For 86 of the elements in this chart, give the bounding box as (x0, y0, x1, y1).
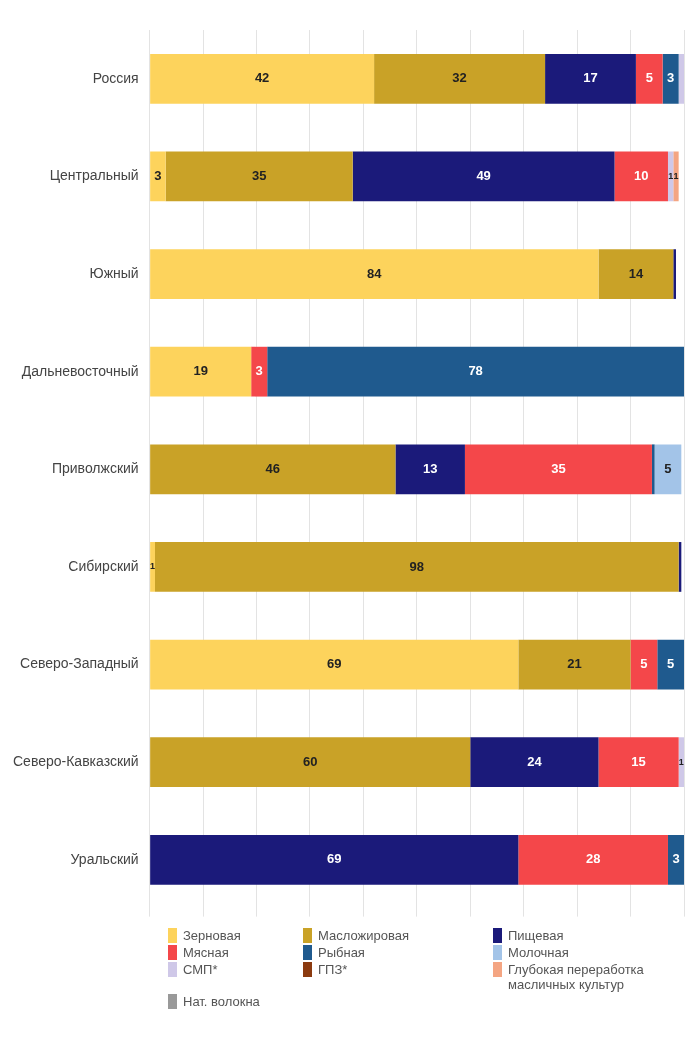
data-label: 5 (667, 656, 675, 672)
data-label: 21 (567, 656, 582, 672)
data-label: 3 (672, 851, 680, 867)
bar (155, 542, 679, 592)
data-label: 13 (422, 460, 438, 476)
data-label: 3 (667, 70, 675, 86)
data-label: 1 (678, 756, 684, 767)
data-label: 60 (302, 753, 318, 769)
data-label: 5 (664, 460, 672, 476)
bar (630, 639, 658, 690)
bar (267, 346, 684, 397)
data-label: 69 (327, 656, 342, 672)
bar (150, 53, 375, 104)
bar (150, 444, 396, 495)
bar (598, 737, 679, 788)
legend-label: Зерновая (183, 928, 241, 943)
bar (374, 53, 546, 104)
data-label: 69 (327, 851, 342, 867)
bar (150, 639, 519, 690)
bar (678, 53, 684, 104)
data-label: 46 (265, 460, 281, 476)
bar (150, 249, 599, 299)
bar (352, 151, 615, 202)
legend-label: Нат. волокна (183, 994, 260, 1009)
data-label: 42 (254, 70, 270, 86)
data-label: 49 (476, 168, 491, 184)
bar (150, 151, 166, 202)
bar (545, 53, 636, 104)
bar (673, 249, 676, 299)
bar (667, 834, 684, 885)
data-label: 5 (640, 656, 648, 672)
bar (654, 444, 682, 495)
bar (150, 737, 471, 788)
bar (651, 444, 655, 495)
data-label: 1 (673, 170, 679, 181)
data-label: 1 (150, 561, 156, 572)
data-label: 3 (255, 363, 263, 379)
data-label: 15 (631, 753, 646, 769)
bar (470, 737, 599, 788)
legend-label: Мясная (183, 945, 229, 960)
bar (464, 444, 652, 495)
data-label: 24 (527, 753, 543, 769)
data-label: 5 (645, 70, 653, 86)
data-label: 28 (585, 851, 601, 867)
bar (614, 151, 668, 202)
legend-label: Пищевая (508, 928, 564, 943)
data-label: 17 (583, 70, 598, 86)
bar (165, 151, 353, 202)
data-label: 19 (193, 363, 208, 379)
y-tick-label: Приволжский (51, 460, 139, 477)
y-tick-label: Южный (89, 264, 139, 281)
data-label: 10 (634, 168, 649, 184)
data-label: 3 (154, 168, 162, 184)
data-label: 35 (551, 460, 566, 476)
y-tick-label: Дальневосточный (21, 362, 139, 379)
data-label: 1 (668, 170, 674, 181)
bar (518, 834, 668, 885)
bar (662, 53, 679, 104)
bar (518, 639, 631, 690)
data-label: 32 (452, 70, 467, 86)
bar (150, 834, 519, 885)
data-label: 78 (468, 363, 483, 379)
legend-label: Масложировая (318, 928, 409, 943)
data-label: 35 (251, 168, 267, 184)
bar (251, 346, 268, 397)
bar (150, 542, 156, 592)
bar (635, 53, 663, 104)
bar (395, 444, 465, 495)
legend-label: ГПЗ* (318, 962, 348, 977)
data-label: 98 (409, 558, 425, 574)
y-tick-label: Северо-Кавказский (12, 753, 139, 770)
legend-label: Рыбная (318, 945, 365, 960)
bar (150, 346, 252, 397)
y-tick-label: Центральный (49, 167, 139, 184)
y-tick-label: Россия (92, 69, 139, 86)
legend-label: Молочная (508, 945, 569, 960)
legend-label: Глубокая переработка масличных культур (508, 962, 645, 992)
bar (657, 639, 684, 690)
y-tick-label: Уральский (70, 850, 139, 867)
bar (598, 249, 674, 299)
y-tick-label: Сибирский (68, 557, 139, 574)
legend-label: СМП* (183, 962, 218, 977)
data-label: 14 (628, 265, 644, 281)
bar (673, 151, 679, 202)
y-tick-label: Северо-Западный (20, 655, 139, 672)
data-label: 84 (367, 265, 383, 281)
